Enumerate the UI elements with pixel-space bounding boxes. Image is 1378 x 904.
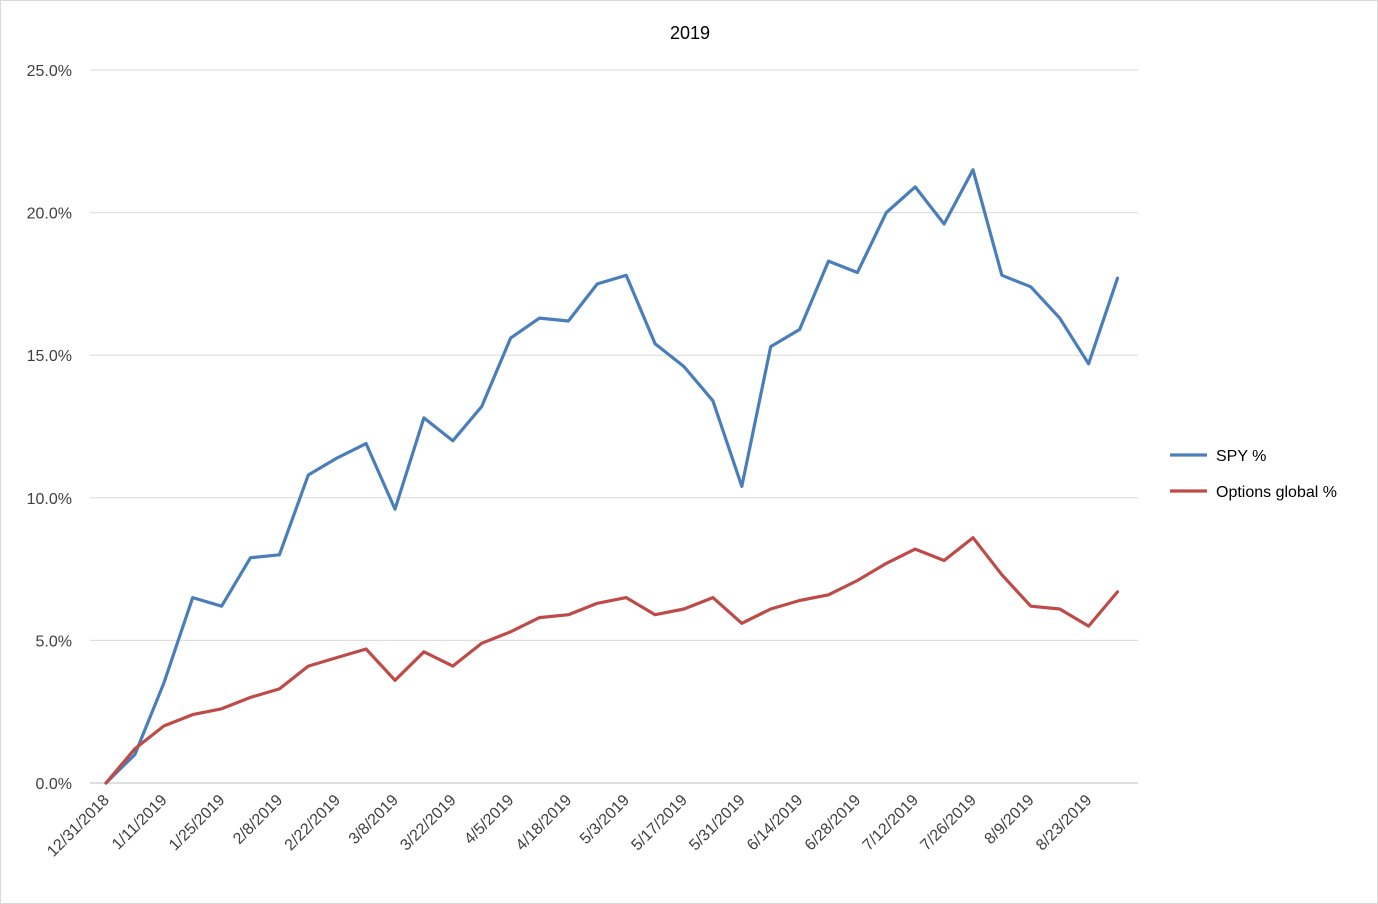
gridlines [90,69,1138,784]
y-tick-label: 10.0% [27,491,72,508]
x-tick-label: 6/28/2019 [802,792,864,854]
legend: SPY % Options global % [1170,448,1337,501]
x-tick-label: 5/17/2019 [628,792,690,854]
x-tick-label: 8/23/2019 [1033,792,1095,854]
y-tick-label: 5.0% [36,633,72,650]
x-tick-label: 12/31/2018 [44,792,113,861]
y-tick-label: 0.0% [36,776,72,793]
x-tick-label: 8/9/2019 [982,792,1038,848]
x-tick-label: 7/26/2019 [917,792,979,854]
series-line-0 [104,168,1120,785]
x-tick-label: 1/25/2019 [166,792,228,854]
x-tick-label: 3/22/2019 [397,792,459,854]
y-tick-label: 20.0% [27,206,72,223]
x-tick-label: 5/3/2019 [577,792,633,848]
legend-label: SPY % [1216,448,1266,465]
x-tick-label: 5/31/2019 [686,792,748,854]
legend-label: Options global % [1216,484,1337,501]
y-tick-label: 15.0% [27,348,72,365]
x-tick-label: 1/11/2019 [109,792,171,854]
series-lines [104,168,1120,785]
y-axis-tick-labels: 0.0% 5.0% 10.0% 15.0% 20.0% 25.0% [27,63,72,793]
x-tick-label: 2/22/2019 [282,792,344,854]
x-tick-label: 3/8/2019 [346,792,402,848]
x-tick-label: 4/5/2019 [461,792,517,848]
chart-title: 2019 [670,23,710,43]
x-tick-label: 6/14/2019 [744,792,806,854]
x-tick-label: 4/18/2019 [513,792,575,854]
series-line-1 [104,536,1120,785]
x-tick-label: 7/12/2019 [860,792,922,854]
y-tick-label: 25.0% [27,63,72,80]
x-tick-label: 2/8/2019 [230,792,286,848]
